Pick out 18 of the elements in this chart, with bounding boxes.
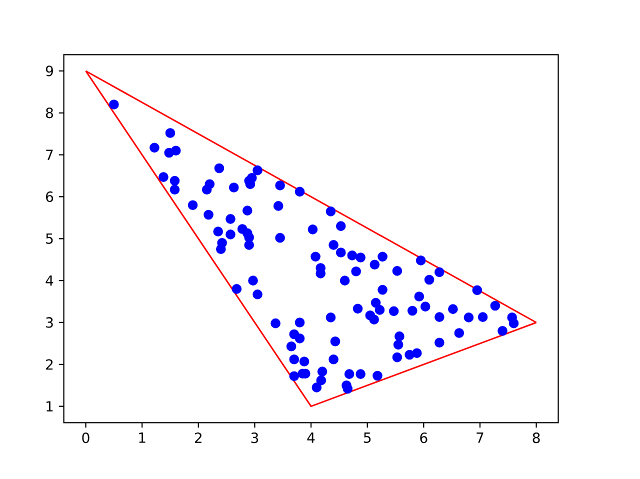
- y-tick-label: 7: [46, 150, 53, 160]
- y-tick-label: 8: [46, 108, 53, 118]
- y-tick-label: 1: [46, 401, 53, 412]
- x-tick-label: 2: [194, 432, 202, 444]
- x-tick-label: 0: [82, 432, 90, 444]
- x-tick-label: 3: [251, 432, 258, 444]
- y-tick-label: 4: [46, 276, 54, 286]
- x-tick-label: 5: [364, 432, 371, 444]
- y-tick-label: 6: [46, 192, 54, 202]
- y-tick-label: 5: [46, 234, 53, 244]
- x-tick-label: 1: [139, 432, 146, 443]
- y-tick-label: 2: [46, 359, 53, 370]
- y-tick-label: 3: [46, 317, 53, 328]
- x-tick-label: 4: [307, 432, 315, 443]
- x-tick-label: 6: [420, 432, 428, 444]
- x-tick-label: 7: [476, 432, 484, 443]
- x-tick-label: 8: [532, 432, 540, 444]
- y-tick-label: 9: [46, 66, 53, 77]
